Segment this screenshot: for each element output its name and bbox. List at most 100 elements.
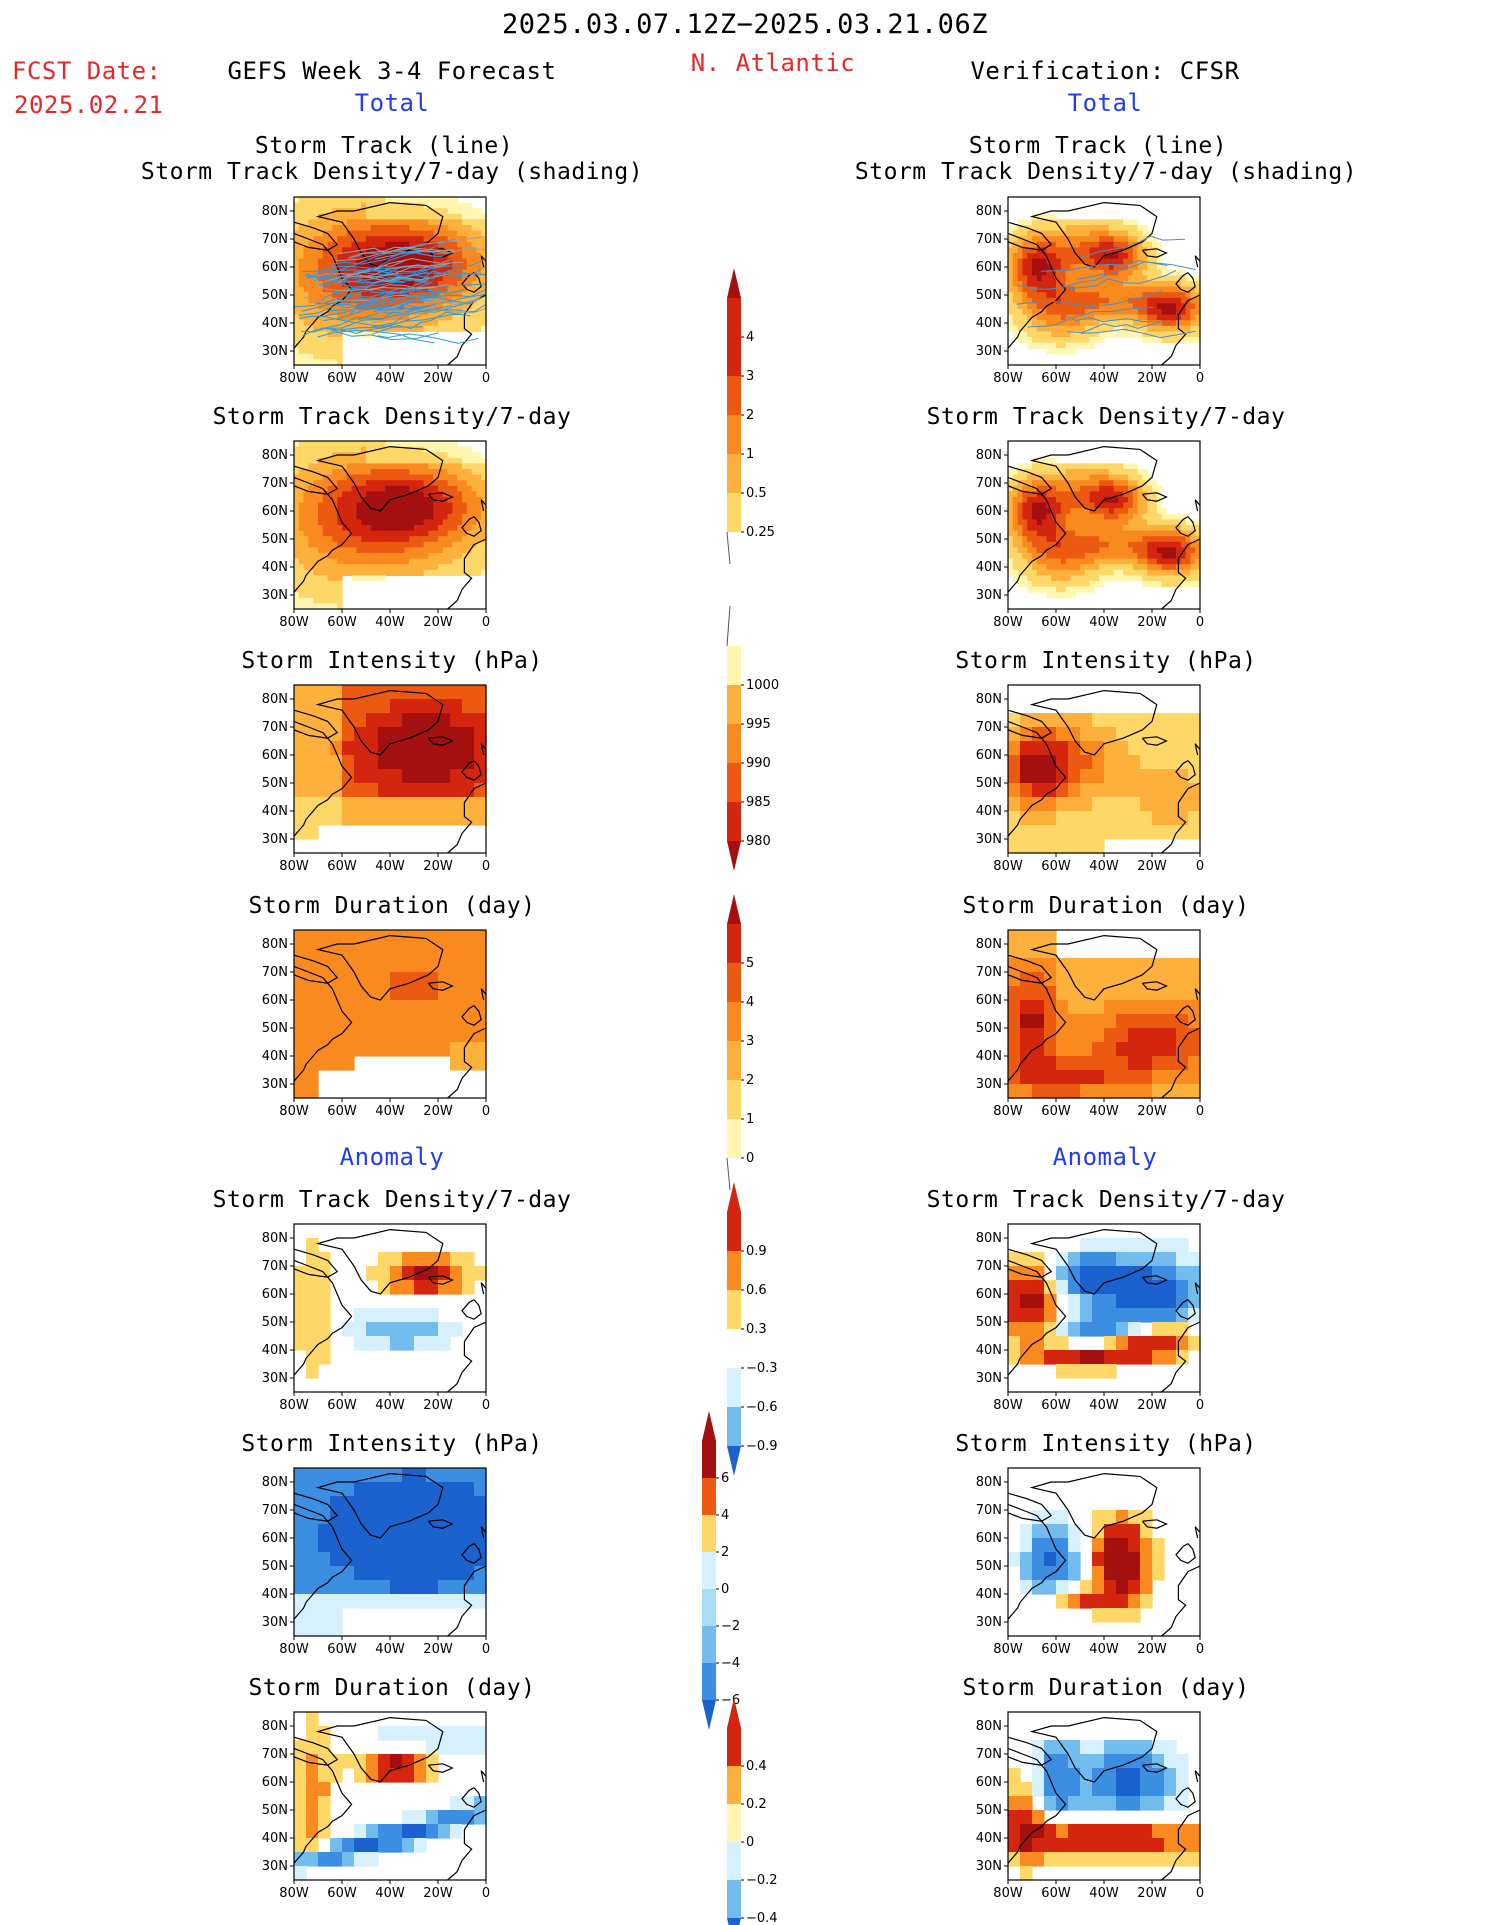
grid-cell [1060, 536, 1067, 543]
grid-cell [337, 303, 343, 310]
grid-cell [303, 258, 309, 265]
grid-cell [1104, 253, 1110, 260]
grid-cell [1017, 247, 1023, 254]
grid-cell [462, 275, 468, 282]
grid-cell [1092, 769, 1105, 784]
grid-cell [313, 485, 319, 492]
grid-cell [390, 1468, 403, 1483]
grid-cell [294, 485, 300, 492]
grid-cell [1008, 839, 1021, 854]
grid-cell [442, 213, 449, 220]
grid-cell [366, 553, 372, 560]
grid-cell [346, 297, 353, 304]
grid-cell [361, 553, 367, 560]
grid-cell [322, 275, 329, 282]
grid-cell [356, 197, 362, 204]
grid-cell [1195, 337, 1201, 344]
grid-cell [1108, 536, 1115, 543]
grid-cell [1092, 811, 1105, 826]
grid-cell [332, 541, 338, 548]
grid-cell [303, 309, 309, 316]
grid-cell [1147, 247, 1153, 254]
grid-cell [1118, 253, 1124, 260]
baffin-coast [293, 709, 339, 739]
lat-tick-label: 40N [262, 316, 288, 331]
grid-cell [1020, 825, 1033, 840]
grid-cell [447, 491, 453, 498]
grid-cell [1116, 958, 1129, 973]
grid-cell [1156, 309, 1163, 316]
grid-cell [1022, 297, 1028, 304]
grid-cell [1022, 513, 1028, 520]
grid-cell [298, 325, 305, 332]
grid-cell [471, 241, 477, 248]
grid-cell [380, 463, 386, 470]
grid-cell [1108, 491, 1115, 498]
grid-cell [1051, 236, 1057, 243]
grid-cell [438, 1042, 451, 1057]
grid-cell [1080, 303, 1086, 310]
grid-cell [380, 320, 386, 327]
grid-cell [1128, 541, 1134, 548]
grid-cell [466, 320, 473, 327]
grid-cell [1188, 1266, 1201, 1281]
grid-cell [1137, 320, 1143, 327]
grid-cell [452, 547, 458, 554]
grid-cell [1070, 558, 1076, 565]
grid-cell [462, 986, 475, 1001]
grid-cell [1188, 825, 1201, 840]
grid-cell [404, 564, 410, 571]
grid-cell [457, 253, 463, 260]
grid-cell [394, 553, 401, 560]
grid-cell [337, 581, 343, 588]
grid-cell [1044, 1336, 1057, 1351]
grid-cell [346, 497, 353, 504]
grid-cell [1084, 558, 1091, 565]
grid-cell [1075, 564, 1081, 571]
grid-cell [1056, 230, 1062, 237]
grid-cell [414, 230, 420, 237]
grid-cell [327, 241, 333, 248]
grid-cell [1116, 713, 1129, 728]
grid-cell [303, 208, 309, 215]
grid-cell [1176, 1070, 1189, 1085]
grid-cell [1176, 1238, 1189, 1253]
grid-cell [378, 1280, 391, 1295]
grid-cell [1113, 264, 1119, 271]
grid-cell [450, 1056, 463, 1071]
grid-cell [318, 502, 324, 509]
grid-cell [1075, 286, 1081, 293]
grid-cell [1056, 1000, 1069, 1015]
grid-cell [366, 281, 372, 288]
grid-cell [1070, 536, 1076, 543]
grid-cell [1017, 325, 1023, 332]
grid-cell [1137, 541, 1143, 548]
grid-cell [1022, 480, 1028, 487]
grid-cell [1084, 536, 1091, 543]
grid-cell [298, 513, 305, 520]
grid-cell [1060, 502, 1067, 509]
grid-cell [390, 508, 396, 515]
grid-cell [308, 603, 314, 610]
grid-cell [1060, 325, 1067, 332]
grid-cell [450, 1496, 463, 1511]
grid-cell [332, 353, 338, 360]
grid-cell [1041, 553, 1047, 560]
lon-tick-label: 0 [1196, 615, 1204, 630]
grid-cell [342, 219, 348, 226]
grid-cell [481, 275, 487, 282]
grid-cell [450, 1510, 463, 1525]
grid-cell [433, 219, 439, 226]
grid-cell [330, 811, 343, 826]
lat-tick-label: 60N [262, 260, 288, 275]
grid-cell [375, 208, 381, 215]
grid-cell [1104, 1336, 1117, 1351]
grid-cell [294, 536, 300, 543]
grid-cell [1180, 536, 1187, 543]
grid-cell [394, 457, 401, 464]
grid-cell [481, 530, 487, 537]
grid-cell [1118, 281, 1124, 288]
grid-cell [474, 685, 487, 700]
grid-cell [327, 519, 333, 526]
grid-cell [1046, 247, 1052, 254]
